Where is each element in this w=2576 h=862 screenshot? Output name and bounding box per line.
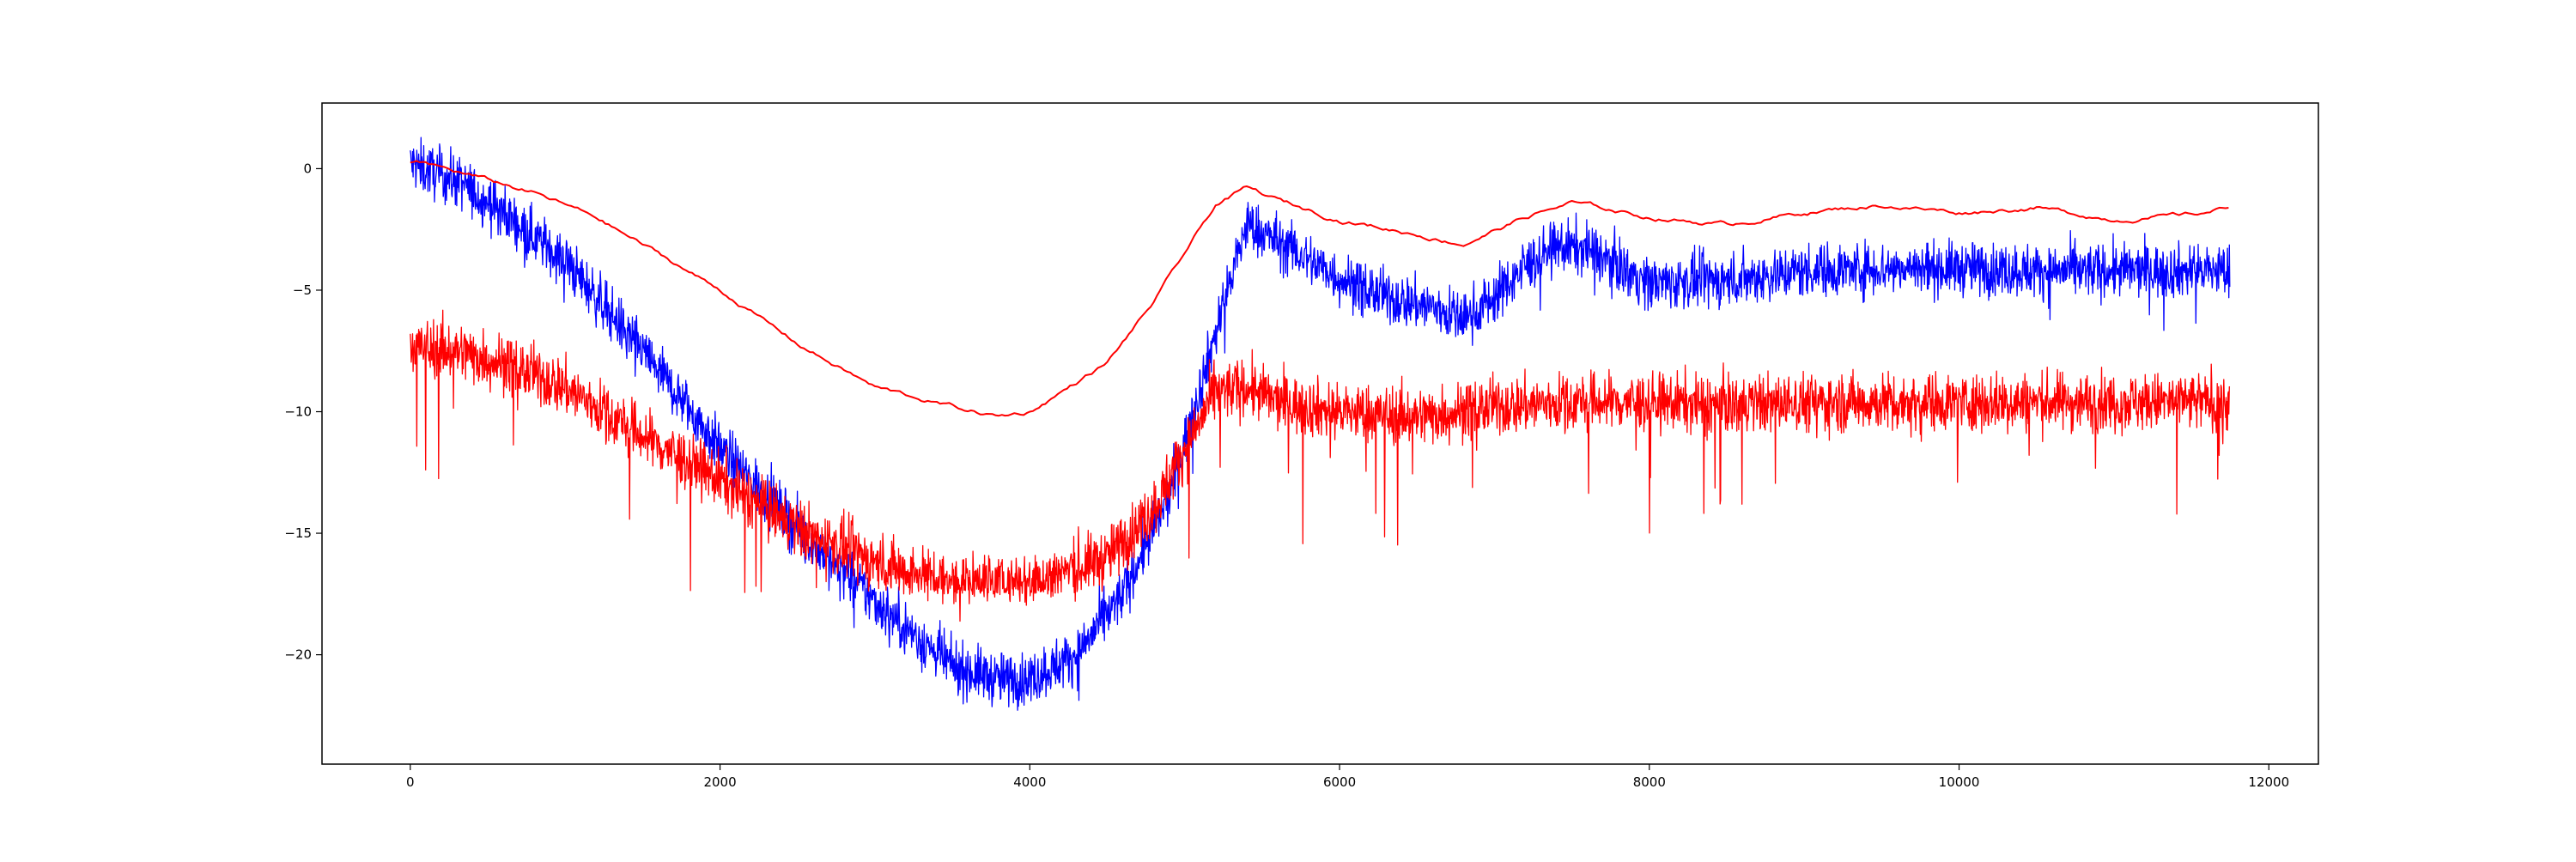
series-layer <box>410 137 2231 711</box>
x-tick-label: 0 <box>406 774 415 790</box>
x-axis: 0 2000 4000 6000 8000 10000 12000 <box>406 764 2289 790</box>
y-tick-label: 0 <box>303 161 312 176</box>
x-tick-label: 8000 <box>1633 774 1666 790</box>
y-tick-label: −15 <box>284 525 312 541</box>
plot-area-frame <box>321 102 2319 765</box>
y-axis: 0 −5 −10 −15 −20 <box>284 161 322 663</box>
series-line-1 <box>410 137 2231 711</box>
y-tick-label: −20 <box>284 647 312 663</box>
series-line-2 <box>410 309 2231 622</box>
x-tick-label: 4000 <box>1013 774 1046 790</box>
x-tick-label: 6000 <box>1323 774 1356 790</box>
y-tick-label: −5 <box>293 282 312 298</box>
y-tick-label: −10 <box>284 404 312 420</box>
x-tick-label: 2000 <box>703 774 736 790</box>
x-tick-label: 12000 <box>2248 774 2289 790</box>
series-line-3 <box>410 160 2229 417</box>
x-tick-label: 10000 <box>1939 774 1980 790</box>
